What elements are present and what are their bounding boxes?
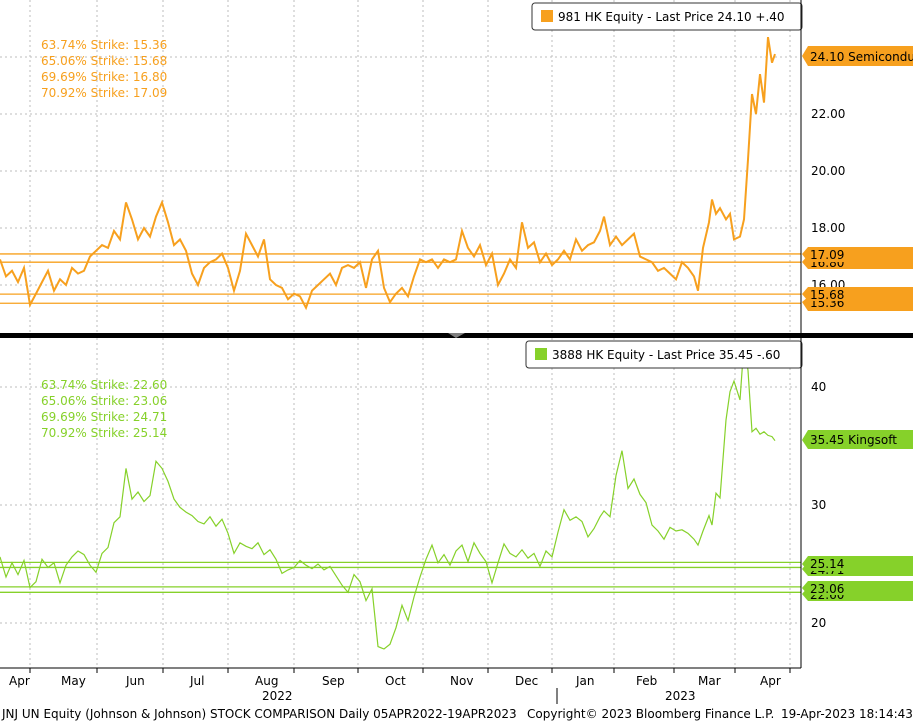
xtick-jun: Jun xyxy=(125,674,145,688)
bottom-strike-label-1: 63.74% Strike: 22.60 xyxy=(41,378,167,392)
xtick-oct: Oct xyxy=(385,674,406,688)
panel-resize-handle[interactable] xyxy=(448,333,465,338)
top-strike-legend: 63.74% Strike: 15.36 65.06% Strike: 15.6… xyxy=(41,38,167,100)
bottom-legend-text: 3888 HK Equity - Last Price 35.45 -.60 xyxy=(552,348,780,362)
xtick-feb: Feb xyxy=(636,674,657,688)
top-strike-tag-17-09 xyxy=(802,247,913,262)
xtick-dec: Dec xyxy=(515,674,538,688)
top-y-axis: 22.00 20.00 18.00 16.00 xyxy=(811,107,845,292)
top-strike-label-1: 63.74% Strike: 15.36 xyxy=(41,38,167,52)
bottom-price-line xyxy=(0,343,776,650)
xtick-mar: Mar xyxy=(698,674,721,688)
top-gridlines xyxy=(0,0,800,332)
bottom-strike-label-2: 65.06% Strike: 23.06 xyxy=(41,394,167,408)
xtick-apr-2022: Apr xyxy=(9,674,30,688)
top-axis-tags: 24.10 Semicondu 16.80 17.09 15.36 15.68 xyxy=(802,46,913,311)
top-strike-tag-17-09-text: 17.09 xyxy=(810,248,844,262)
xtick-may: May xyxy=(61,674,86,688)
top-last-price-tag xyxy=(802,46,913,66)
top-strike-tag-15-68-text: 15.68 xyxy=(810,288,844,302)
bottom-y-axis: 40 30 20 xyxy=(811,380,826,630)
top-price-line xyxy=(0,36,776,311)
top-ytick-20: 20.00 xyxy=(811,164,845,178)
top-strike-lines xyxy=(0,253,801,304)
bottom-strike-tag-25-14 xyxy=(802,556,913,571)
bottom-ytick-20: 20 xyxy=(811,616,826,630)
top-plot-background xyxy=(0,0,800,332)
top-strike-label-4: 70.92% Strike: 17.09 xyxy=(41,86,167,100)
x-axis: Apr May Jun Jul Aug Sep Oct Nov Dec Jan … xyxy=(0,667,801,704)
bottom-panel: 63.74% Strike: 22.60 65.06% Strike: 23.0… xyxy=(0,338,803,668)
top-ytick-18: 18.00 xyxy=(811,221,845,235)
footer: JNJ UN Equity (Johnson & Johnson) STOCK … xyxy=(1,707,913,721)
top-last-price-tag-text: 24.10 Semicondu xyxy=(810,50,913,64)
top-panel: 63.74% Strike: 15.36 65.06% Strike: 15.6… xyxy=(0,0,803,332)
top-strike-label-3: 69.69% Strike: 16.80 xyxy=(41,70,167,84)
top-legend-box: 981 HK Equity - Last Price 24.10 +.40 xyxy=(531,2,803,31)
top-ytick-22: 22.00 xyxy=(811,107,845,121)
xtick-jan: Jan xyxy=(575,674,595,688)
top-strike-tag-15-68 xyxy=(802,287,913,301)
bottom-legend-swatch xyxy=(535,348,547,360)
bottom-last-price-tag-text: 35.45 Kingsoft xyxy=(810,433,897,447)
year-label-2022: 2022 xyxy=(262,689,293,703)
top-legend-swatch xyxy=(541,10,553,22)
bottom-ytick-30: 30 xyxy=(811,498,826,512)
xtick-aug: Aug xyxy=(255,674,278,688)
bottom-strike-tag-23-06-text: 23.06 xyxy=(810,582,844,596)
x-axis-ticks xyxy=(29,668,791,673)
year-label-2023: 2023 xyxy=(665,689,696,703)
bottom-strike-tag-25-14-text: 25.14 xyxy=(810,557,844,571)
top-legend-text: 981 HK Equity - Last Price 24.10 +.40 xyxy=(558,10,785,24)
xtick-apr-2023: Apr xyxy=(760,674,781,688)
bottom-strike-legend: 63.74% Strike: 22.60 65.06% Strike: 23.0… xyxy=(41,378,167,440)
bottom-strike-tag-23-06 xyxy=(802,581,913,595)
footer-description: JNJ UN Equity (Johnson & Johnson) STOCK … xyxy=(1,707,517,721)
bottom-strike-label-4: 70.92% Strike: 25.14 xyxy=(41,426,167,440)
bottom-strike-label-3: 69.69% Strike: 24.71 xyxy=(41,410,167,424)
bottom-axis-tags: 35.45 Kingsoft 24.71 25.14 22.60 23.06 xyxy=(802,430,913,602)
bottom-last-price-tag xyxy=(802,430,913,449)
bottom-gridlines xyxy=(0,338,800,668)
xtick-jul: Jul xyxy=(189,674,204,688)
footer-copyright: Copyright© 2023 Bloomberg Finance L.P. xyxy=(527,707,774,721)
bottom-strike-lines xyxy=(0,561,801,593)
top-strike-label-2: 65.06% Strike: 15.68 xyxy=(41,54,167,68)
footer-timestamp: 19-Apr-2023 18:14:43 xyxy=(781,707,913,721)
xtick-nov: Nov xyxy=(450,674,473,688)
bottom-ytick-40: 40 xyxy=(811,380,826,394)
bottom-legend-box: 3888 HK Equity - Last Price 35.45 -.60 xyxy=(525,340,803,369)
xtick-sep: Sep xyxy=(322,674,345,688)
